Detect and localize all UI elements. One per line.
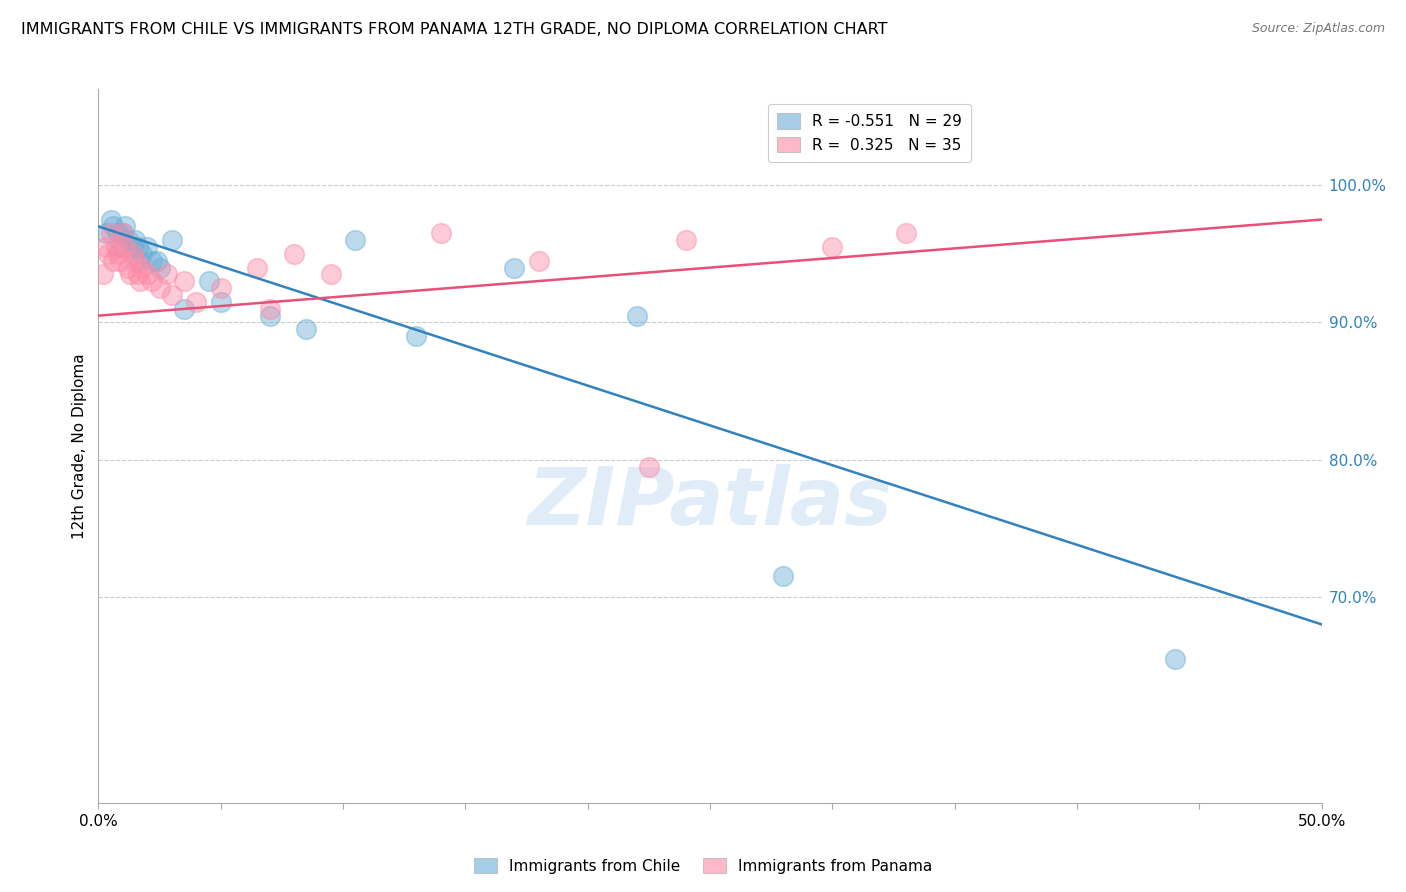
Point [136,268,159,282]
Point [117,260,139,275]
Point [160,288,183,302]
Point [149,260,172,275]
Point [503,260,526,275]
Point [100,227,122,241]
Point [110,253,132,268]
Point [141,274,163,288]
Point [101,253,124,268]
Point [821,240,844,254]
Point [156,268,179,282]
Point [626,309,648,323]
Point [114,219,136,234]
Point [160,233,183,247]
Point [283,247,305,261]
Point [173,301,195,316]
Text: ZIPatlas: ZIPatlas [527,464,893,542]
Point [259,301,281,316]
Point [129,274,152,288]
Point [97,247,120,261]
Point [136,240,159,254]
Point [131,247,153,261]
Text: Source: ZipAtlas.com: Source: ZipAtlas.com [1251,22,1385,36]
Point [344,233,367,247]
Point [197,274,219,288]
Point [121,240,143,254]
Point [430,227,453,241]
Point [117,233,139,247]
Point [121,247,143,261]
Point [111,227,134,241]
Point [141,253,163,268]
Point [129,253,152,268]
Point [127,268,149,282]
Point [100,212,122,227]
Point [146,253,169,268]
Point [107,227,129,241]
Legend: R = -0.551   N = 29, R =  0.325   N = 35: R = -0.551 N = 29, R = 0.325 N = 35 [768,104,972,162]
Point [127,240,149,254]
Point [295,322,318,336]
Point [94,227,117,241]
Legend: Immigrants from Chile, Immigrants from Panama: Immigrants from Chile, Immigrants from P… [468,852,938,880]
Point [91,268,114,282]
Point [149,281,172,295]
Point [209,281,232,295]
Point [675,233,697,247]
Point [209,294,232,309]
Point [131,260,153,275]
Point [527,253,550,268]
Point [319,268,342,282]
Point [124,233,146,247]
Point [101,219,124,234]
Point [107,247,129,261]
Point [638,459,661,474]
Point [114,240,136,254]
Point [173,274,195,288]
Point [110,240,132,254]
Point [246,260,269,275]
Point [186,294,208,309]
Point [94,240,117,254]
Point [894,227,917,241]
Point [124,253,146,268]
Text: IMMIGRANTS FROM CHILE VS IMMIGRANTS FROM PANAMA 12TH GRADE, NO DIPLOMA CORRELATI: IMMIGRANTS FROM CHILE VS IMMIGRANTS FROM… [21,22,887,37]
Y-axis label: 12th Grade, No Diploma: 12th Grade, No Diploma [72,353,87,539]
Point [772,569,794,583]
Point [120,268,142,282]
Point [405,329,427,343]
Point [111,227,134,241]
Point [104,240,127,254]
Point [259,309,281,323]
Point [1164,651,1187,665]
